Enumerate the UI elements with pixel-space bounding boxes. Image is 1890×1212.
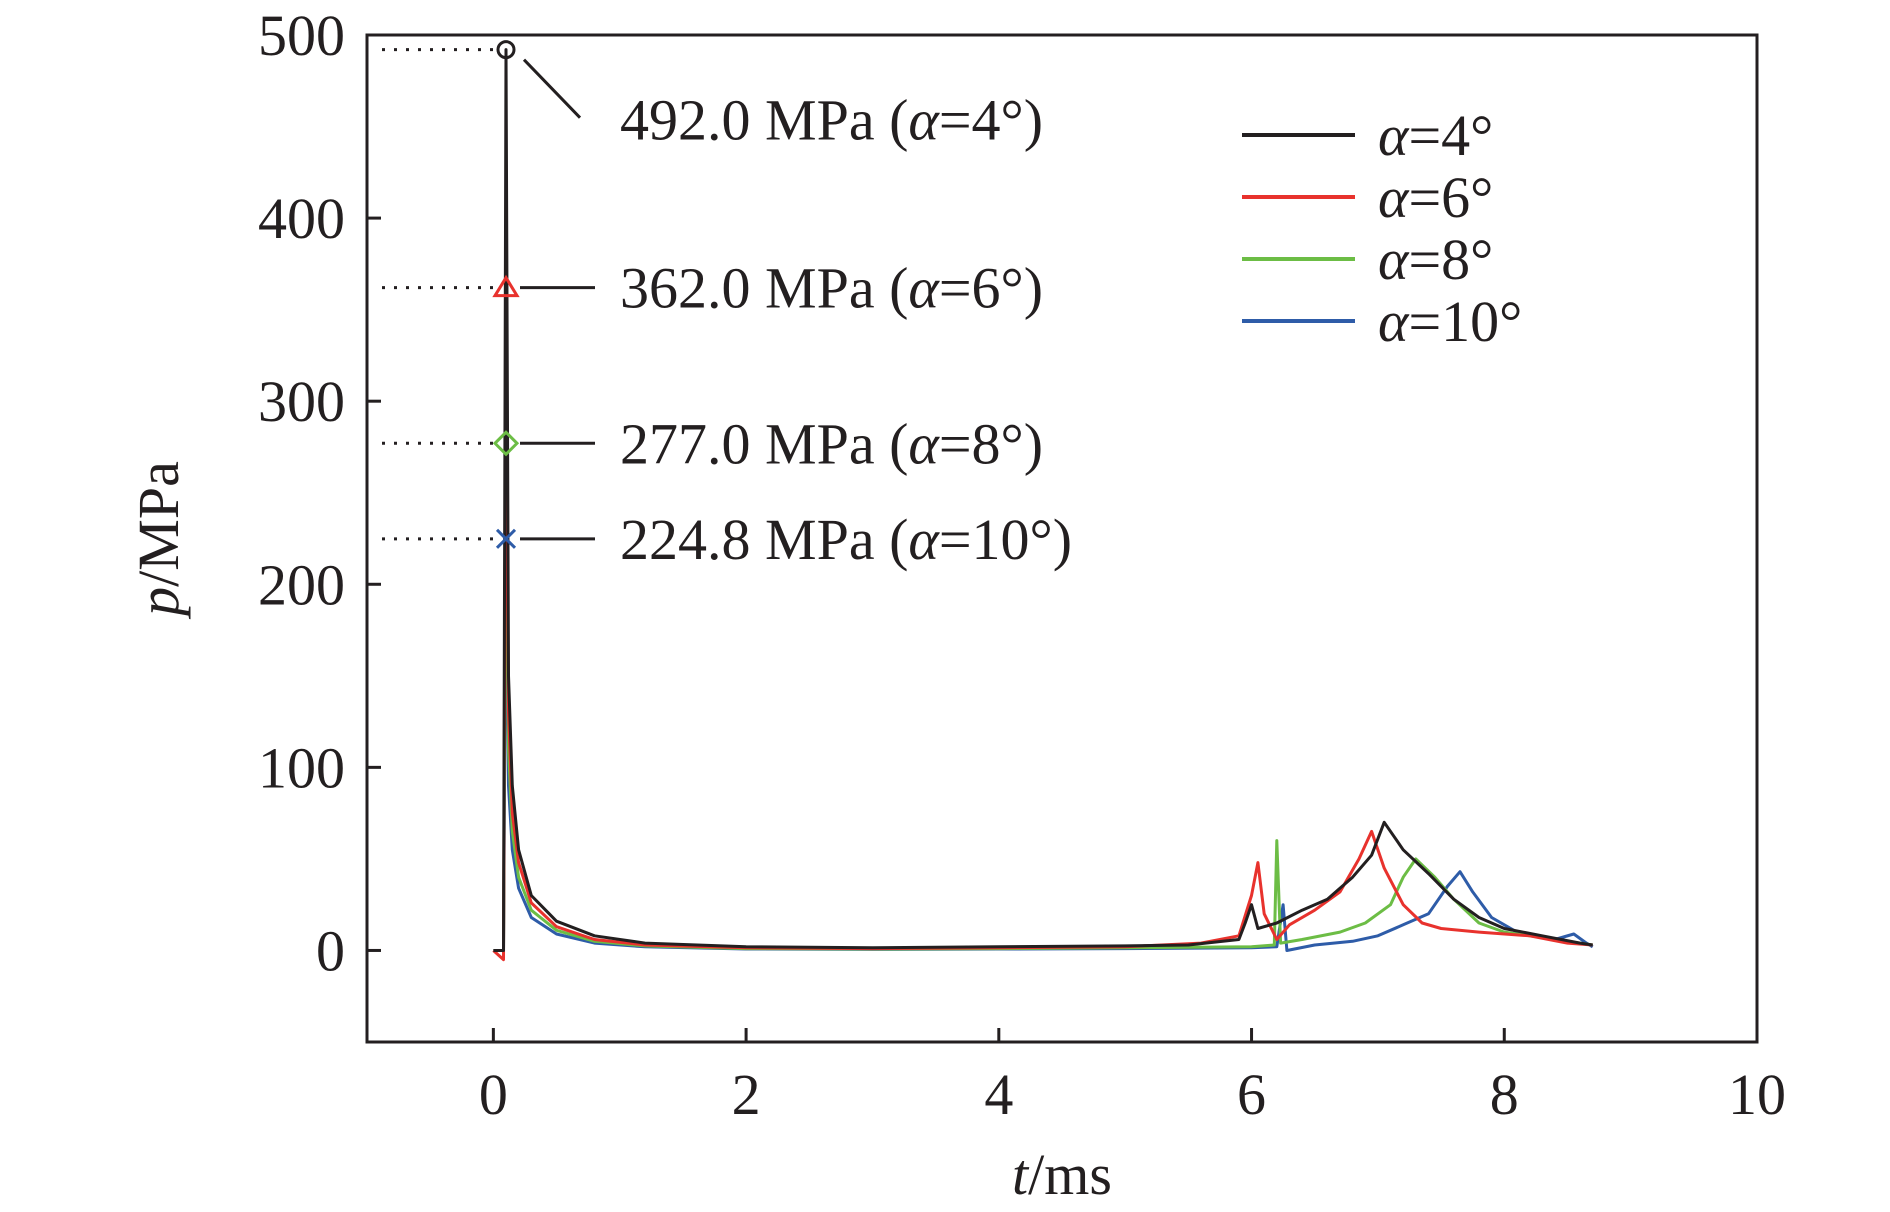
peak-annotation-text: 492.0 MPa (α=4°) [620, 88, 1043, 153]
x-tick-label: 10 [1728, 1062, 1786, 1127]
annotations: 492.0 MPa (α=4°) 362.0 MPa (α=6°) 277.0 MP… [382, 48, 1072, 572]
peak-annotation-text: 277.0 MPa (α=8°) [620, 411, 1043, 476]
y-tick-label: 300 [258, 369, 345, 434]
legend-label: α=4° [1378, 103, 1493, 168]
peak-marker-x [495, 528, 517, 549]
legend-entry: α=8° [1242, 227, 1493, 292]
legend-entry: α=4° [1242, 103, 1493, 168]
peak-marker-diamond [492, 430, 520, 457]
peak-marker-triangle [492, 274, 520, 298]
x-tick-label: 6 [1237, 1062, 1266, 1127]
y-tick-label: 0 [316, 918, 345, 983]
legend-label: α=10° [1378, 289, 1522, 354]
annotation-leader [522, 58, 582, 119]
y-tick-label: 400 [258, 186, 345, 251]
legend-label: α=8° [1378, 227, 1493, 292]
x-tick-label: 4 [984, 1062, 1013, 1127]
x-tick-label: 2 [732, 1062, 761, 1127]
peak-annotation-text: 224.8 MPa (α=10°) [620, 507, 1072, 572]
legend-entry: α=6° [1242, 165, 1493, 230]
peak-markers [492, 40, 520, 549]
legend: α=4°α=6°α=8°α=10° [1242, 103, 1522, 354]
y-tick-label: 500 [258, 3, 345, 68]
series-layer [492, 48, 1594, 962]
x-tick-label: 8 [1490, 1062, 1519, 1127]
peak-annotation-text: 362.0 MPa (α=6°) [620, 256, 1043, 321]
x-tick-label: 0 [479, 1062, 508, 1127]
series-line-2 [492, 286, 1593, 962]
y-tick-label: 100 [258, 735, 345, 800]
legend-label: α=6° [1378, 165, 1493, 230]
y-tick-label: 200 [258, 552, 345, 617]
peak-marker-circle [496, 40, 516, 60]
series-line-1 [493, 48, 1593, 952]
y-axis-title: p/MPa [126, 461, 191, 620]
legend-entry: α=10° [1242, 289, 1522, 354]
plot-frame [365, 33, 1759, 1044]
x-axis-title: t/ms [1012, 1142, 1112, 1207]
series-line-4 [493, 537, 1594, 952]
